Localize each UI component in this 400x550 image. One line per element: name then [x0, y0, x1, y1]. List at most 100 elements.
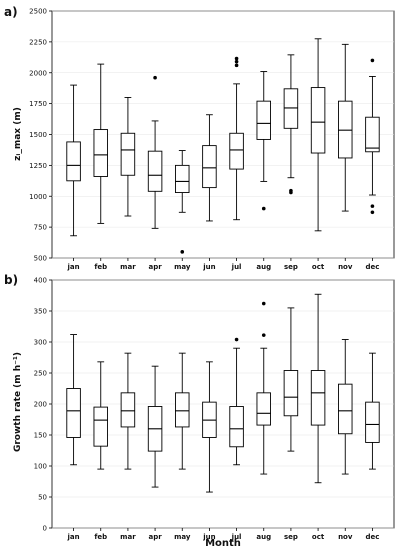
iqr-box: [310, 370, 326, 426]
outlier-point: [234, 59, 239, 64]
box-dec: [365, 352, 380, 470]
iqr-box: [338, 383, 353, 435]
iqr-box: [120, 392, 136, 428]
panel-a-label: a): [4, 5, 18, 19]
y-tick-label: 2250: [29, 38, 47, 46]
iqr-box: [175, 392, 190, 428]
iqr-box: [147, 150, 163, 192]
x-tick-label-jan: jan: [67, 533, 80, 541]
box-jul: [229, 56, 244, 221]
iqr-box: [365, 401, 380, 443]
y-tick-label: 750: [34, 224, 47, 232]
box-feb: [93, 63, 108, 224]
box-nov: [338, 43, 353, 212]
box-apr: [147, 75, 163, 229]
iqr-box: [256, 392, 271, 426]
x-tick-label-jul: jul: [231, 263, 242, 271]
iqr-box: [120, 132, 136, 176]
outlier-point: [153, 75, 157, 80]
iqr-box: [66, 141, 81, 182]
y-tick-label: 1750: [29, 100, 47, 108]
outlier-point: [261, 206, 266, 211]
iqr-box: [283, 88, 299, 129]
y-tick-label: 250: [34, 370, 47, 378]
panel-b-y-axis-label: Growth rate (m h⁻¹): [13, 352, 23, 452]
iqr-box: [175, 164, 190, 193]
iqr-box: [93, 129, 108, 177]
y-tick-label: 300: [34, 339, 47, 347]
iqr-box: [365, 116, 380, 153]
box-aug: [256, 71, 271, 211]
x-tick-label-feb: feb: [94, 533, 107, 541]
outlier-point: [234, 63, 239, 68]
box-mar: [120, 96, 136, 217]
y-tick-label: 2500: [29, 8, 47, 16]
y-tick-label: 150: [34, 432, 47, 440]
outlier-point: [289, 188, 293, 193]
box-jan: [66, 84, 81, 237]
box-feb: [93, 361, 108, 470]
x-tick-label-sep: sep: [284, 263, 298, 271]
x-tick-label-oct: oct: [312, 533, 325, 541]
outlier-point: [180, 250, 185, 254]
x-tick-label-may: may: [174, 263, 191, 271]
panel-b-label: b): [4, 273, 18, 287]
iqr-box: [310, 87, 326, 154]
panel-a-y-axis-label: zᵢ_max (m): [13, 107, 23, 161]
iqr-box: [93, 406, 108, 447]
box-jun: [202, 114, 217, 222]
iqr-box: [283, 370, 299, 417]
panel-a-gridlines: [52, 10, 394, 259]
iqr-box: [229, 406, 244, 448]
box-oct: [310, 38, 326, 232]
iqr-box: [66, 388, 81, 438]
panel-b-y-ticks: 0 50 100 150 200 250 300 350 400: [34, 277, 52, 533]
y-tick-label: 1250: [29, 162, 47, 170]
x-tick-label-sep: sep: [284, 533, 298, 541]
outlier-point: [234, 56, 239, 61]
box-mar: [120, 352, 136, 470]
x-tick-label-mar: mar: [120, 533, 136, 541]
x-tick-label-may: may: [174, 533, 191, 541]
x-tick-label-jul: jul: [231, 533, 242, 541]
y-tick-label: 0: [43, 525, 47, 533]
iqr-box: [229, 132, 244, 170]
y-tick-label: 200: [34, 401, 47, 409]
y-tick-label: 500: [34, 255, 47, 263]
outlier-point: [261, 333, 266, 337]
x-tick-label-jun: jun: [202, 263, 215, 271]
outlier-point: [234, 337, 239, 342]
box-dec: [365, 58, 380, 215]
x-tick-label-apr: apr: [148, 263, 162, 271]
outlier-point: [370, 204, 375, 208]
box-sep: [283, 54, 299, 195]
panel-a-boxes: [66, 38, 380, 254]
box-jun: [202, 361, 217, 493]
outlier-point: [370, 58, 375, 63]
y-tick-label: 50: [38, 494, 47, 502]
y-tick-label: 1000: [29, 193, 47, 201]
x-tick-label-jan: jan: [67, 263, 80, 271]
box-jul: [229, 337, 244, 466]
panel-b: b) 0 50 100 150 200 250 300 350 400 jan feb mar apr…: [4, 273, 395, 549]
box-aug: [256, 301, 271, 475]
x-tick-label-dec: dec: [365, 263, 379, 271]
x-tick-label-nov: nov: [338, 263, 353, 271]
y-tick-label: 1500: [29, 131, 47, 139]
panel-a: a) 500 750 1000 1250 1500 1750 2000 2250 2500 ja…: [4, 5, 395, 271]
x-tick-label-feb: feb: [94, 263, 107, 271]
y-tick-label: 100: [34, 463, 47, 471]
x-tick-label-dec: dec: [365, 533, 379, 541]
box-oct: [310, 293, 326, 484]
box-may: [175, 352, 190, 470]
box-may: [175, 150, 190, 254]
outlier-point: [261, 301, 266, 306]
box-apr: [147, 365, 163, 488]
box-sep: [283, 307, 299, 452]
y-tick-label: 400: [34, 277, 47, 285]
iqr-box: [256, 100, 271, 140]
y-tick-label: 350: [34, 308, 47, 316]
box-jan: [66, 334, 81, 466]
panel-b-boxes: [66, 293, 380, 493]
